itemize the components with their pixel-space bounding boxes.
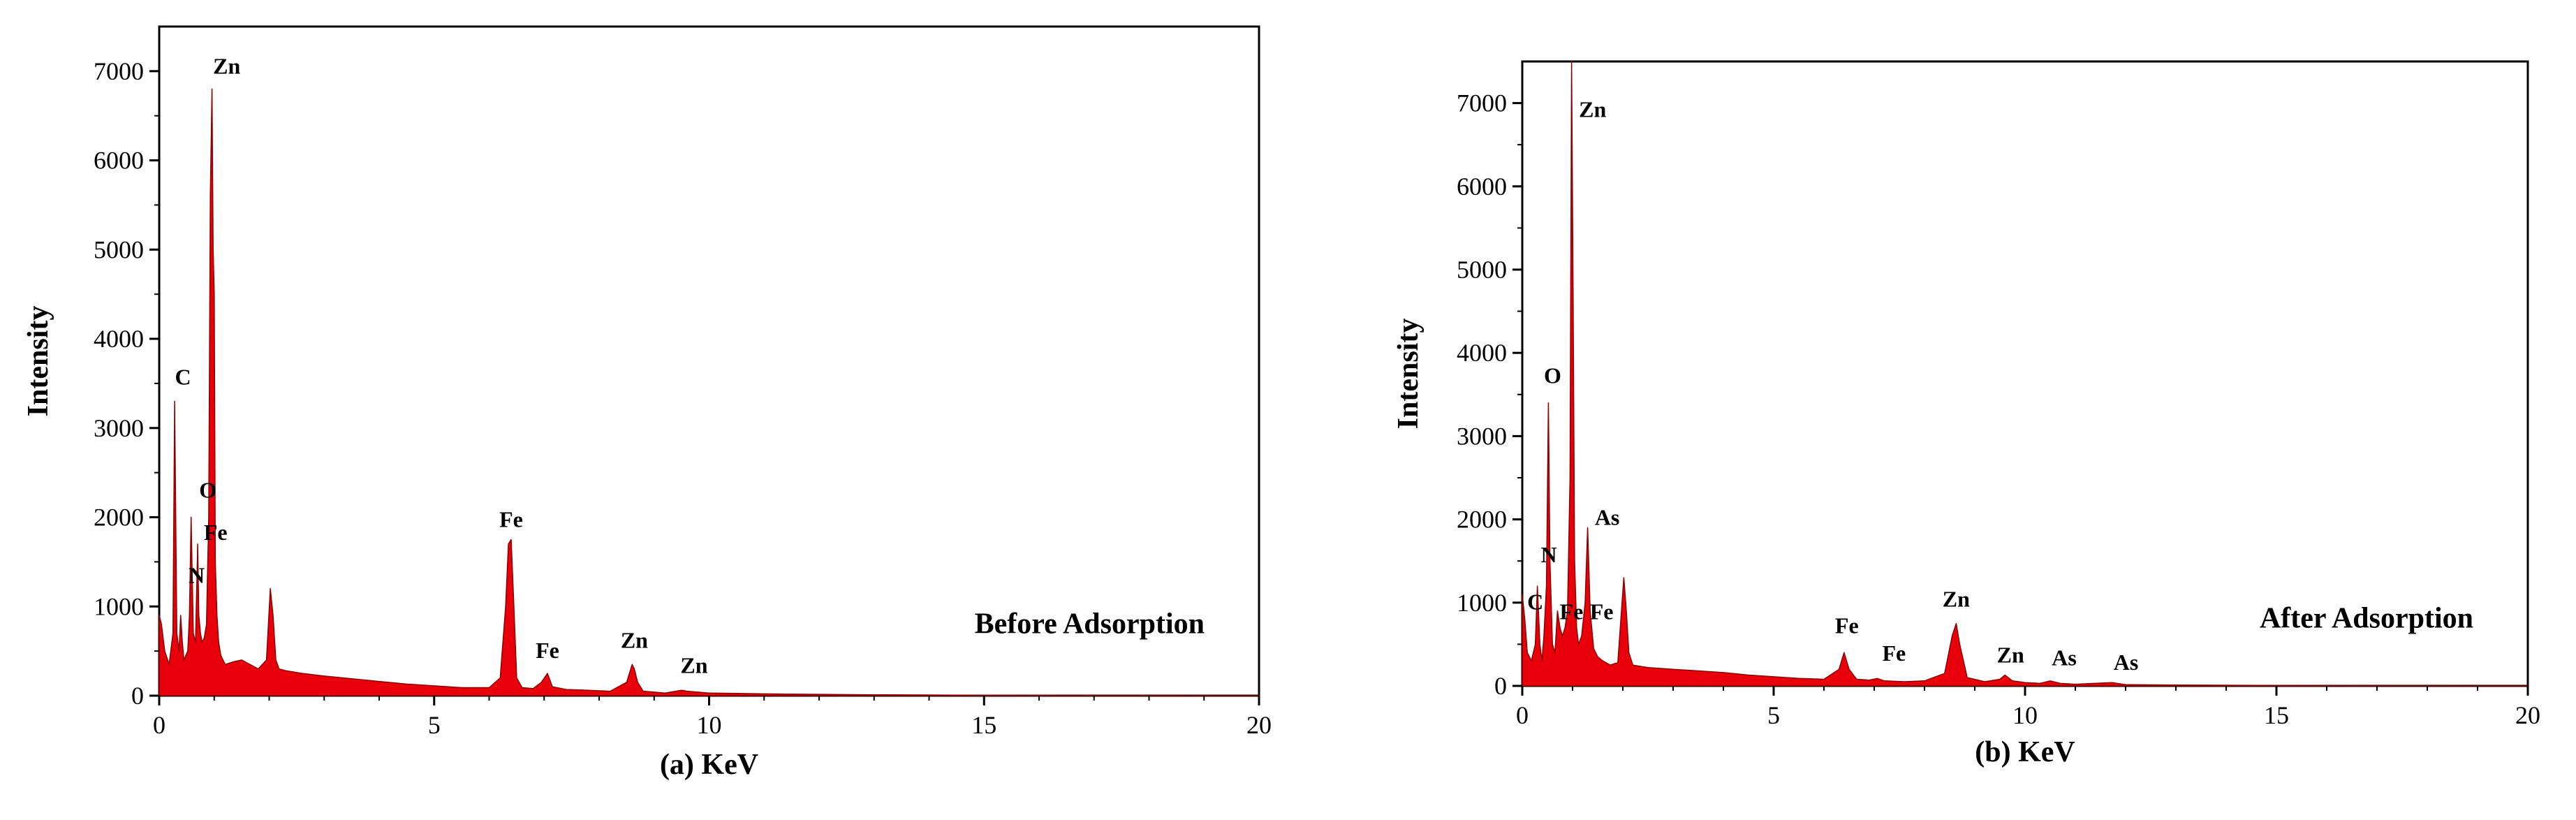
x-tick-label: 5: [428, 711, 441, 739]
y-tick-label: 4000: [1457, 339, 1507, 367]
y-axis-title: Intensity: [22, 306, 54, 417]
peak-label: Zn: [1943, 587, 1970, 612]
y-tick-label: 3000: [1457, 422, 1507, 450]
peak-label: Fe: [1590, 599, 1614, 624]
peak-label: C: [175, 364, 191, 389]
x-tick-label: 10: [2012, 701, 2038, 729]
peak-label: N: [189, 563, 205, 588]
y-tick-label: 1000: [1457, 589, 1507, 617]
peak-label: Fe: [1560, 599, 1584, 624]
x-tick-label: 15: [2264, 701, 2289, 729]
panel-before-adsorption: 0 5 10 15 20 0 1000 2000 3000 4000 5000 6000 7000 (a)…: [22, 25, 1272, 781]
y-tick-label: 5000: [1457, 256, 1507, 284]
y-tick-label: 7000: [94, 57, 144, 85]
x-tick-label: 0: [1516, 701, 1529, 729]
condition-annotation: After Adsorption: [2260, 603, 2473, 635]
peak-label: Zn: [621, 627, 648, 652]
x-tick-label: 20: [2515, 701, 2540, 729]
plot-frame: [158, 25, 1260, 697]
peak-label: As: [2052, 645, 2077, 670]
peak-label: Zn: [213, 53, 240, 78]
condition-annotation: Before Adsorption: [975, 608, 1205, 640]
y-tick-label: 2000: [1457, 506, 1507, 534]
peak-label: As: [1595, 505, 1620, 530]
y-tick-label: 3000: [94, 414, 144, 442]
peak-label: Fe: [1835, 613, 1859, 638]
spectrum-area: [159, 88, 1260, 696]
peak-label: Fe: [204, 520, 228, 545]
peak-label: Zn: [680, 653, 707, 678]
x-tick-label: 10: [697, 711, 722, 739]
y-tick-label: 7000: [1457, 89, 1507, 117]
x-tick-label: 0: [153, 711, 165, 739]
peak-label: N: [1541, 542, 1557, 567]
peak-label: O: [1544, 363, 1561, 388]
y-tick-label: 5000: [94, 235, 144, 263]
peak-label: As: [2114, 650, 2139, 675]
peak-label: O: [199, 478, 216, 503]
peak-label: Zn: [1997, 643, 2024, 668]
y-tick-label: 0: [1494, 672, 1507, 700]
x-tick-label: 15: [971, 711, 996, 739]
peak-label: Fe: [499, 506, 523, 532]
peak-label: Zn: [1579, 97, 1606, 122]
panel-after-adsorption: 0 5 10 15 20 0 1000 2000 3000 4000 5000 6000 7000 (b)…: [1392, 60, 2540, 768]
y-tick-label: 6000: [94, 147, 144, 175]
x-axis-title: (a) KeV: [660, 749, 758, 781]
x-tick-label: 5: [1767, 701, 1780, 729]
x-axis-title: (b) KeV: [1975, 736, 2075, 768]
spectrum-area: [1522, 61, 2529, 687]
peak-label: Fe: [536, 638, 559, 663]
peak-label: C: [1527, 589, 1543, 614]
y-tick-label: 2000: [94, 504, 144, 532]
plot-frame: [1521, 60, 2529, 687]
y-tick-label: 4000: [94, 325, 144, 353]
y-tick-label: 0: [131, 682, 144, 710]
y-axis-title: Intensity: [1392, 319, 1425, 430]
y-tick-label: 6000: [1457, 173, 1507, 200]
peak-label: Fe: [1882, 640, 1906, 666]
x-tick-label: 20: [1246, 711, 1272, 739]
y-tick-label: 1000: [94, 592, 144, 620]
